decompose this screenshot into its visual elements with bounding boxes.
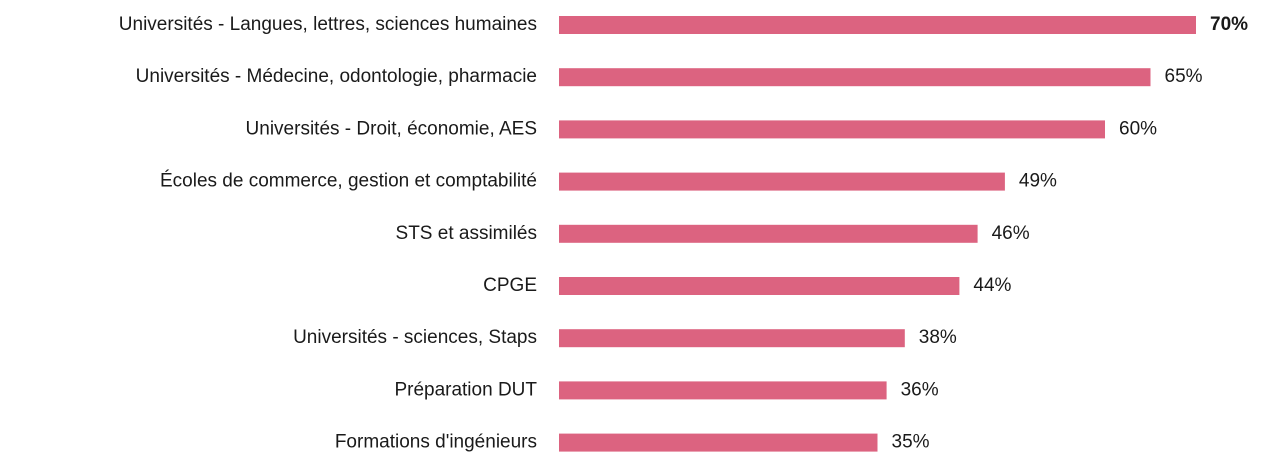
- bar: [559, 224, 978, 243]
- category-label: Universités - Langues, lettres, sciences…: [119, 14, 537, 35]
- category-label: Préparation DUT: [394, 379, 537, 400]
- category-label: Universités - Médecine, odontologie, pha…: [136, 66, 537, 87]
- category-label: STS et assimilés: [396, 223, 537, 244]
- value-label: 38%: [919, 327, 957, 348]
- bar: [559, 68, 1151, 87]
- bar: [559, 16, 1196, 34]
- category-label: Universités - Droit, économie, AES: [246, 118, 537, 139]
- value-label: 49%: [1019, 171, 1057, 192]
- value-label: 65%: [1165, 66, 1203, 87]
- bar: [559, 329, 905, 348]
- bar: [559, 381, 887, 400]
- category-label: Formations d'ingénieurs: [335, 432, 537, 453]
- value-label: 36%: [901, 379, 939, 400]
- value-label: 46%: [992, 223, 1030, 244]
- value-label: 70%: [1210, 14, 1248, 35]
- value-label: 35%: [892, 432, 930, 453]
- bar: [559, 172, 1005, 191]
- value-label: 44%: [973, 275, 1011, 296]
- category-label: CPGE: [483, 275, 537, 296]
- category-label: Écoles de commerce, gestion et comptabil…: [160, 171, 537, 192]
- value-label: 60%: [1119, 118, 1157, 139]
- bar: [559, 433, 878, 452]
- category-label: Universités - sciences, Staps: [293, 327, 537, 348]
- bar: [559, 120, 1105, 139]
- bar: [559, 277, 960, 295]
